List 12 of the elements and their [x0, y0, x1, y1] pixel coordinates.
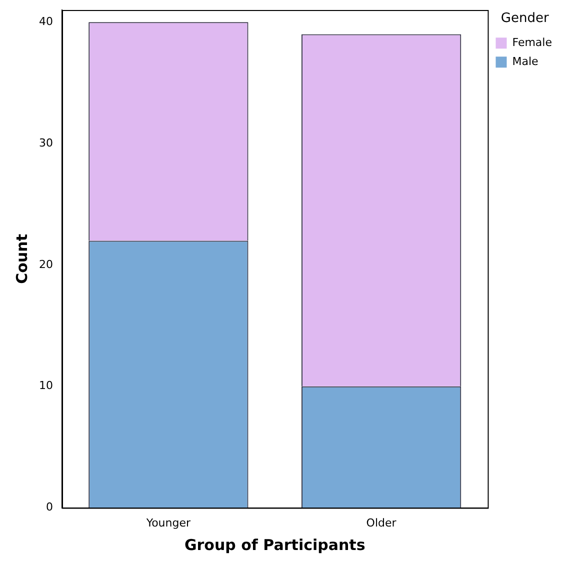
x-axis-title: Group of Participants — [184, 536, 366, 554]
legend-label: Female — [512, 36, 552, 49]
y-tick-label: 40 — [38, 15, 53, 28]
legend-label: Male — [512, 54, 539, 68]
y-tick-label: 30 — [38, 136, 53, 150]
y-tick-label: 0 — [46, 500, 53, 514]
x-tick-label: Older — [366, 516, 397, 530]
y-tick-label: 20 — [38, 258, 53, 271]
x-tick-label: Younger — [145, 516, 191, 530]
y-axis-title: Count — [12, 234, 31, 284]
y-tick-label: 10 — [38, 379, 53, 392]
legend-title: Gender — [500, 10, 550, 26]
